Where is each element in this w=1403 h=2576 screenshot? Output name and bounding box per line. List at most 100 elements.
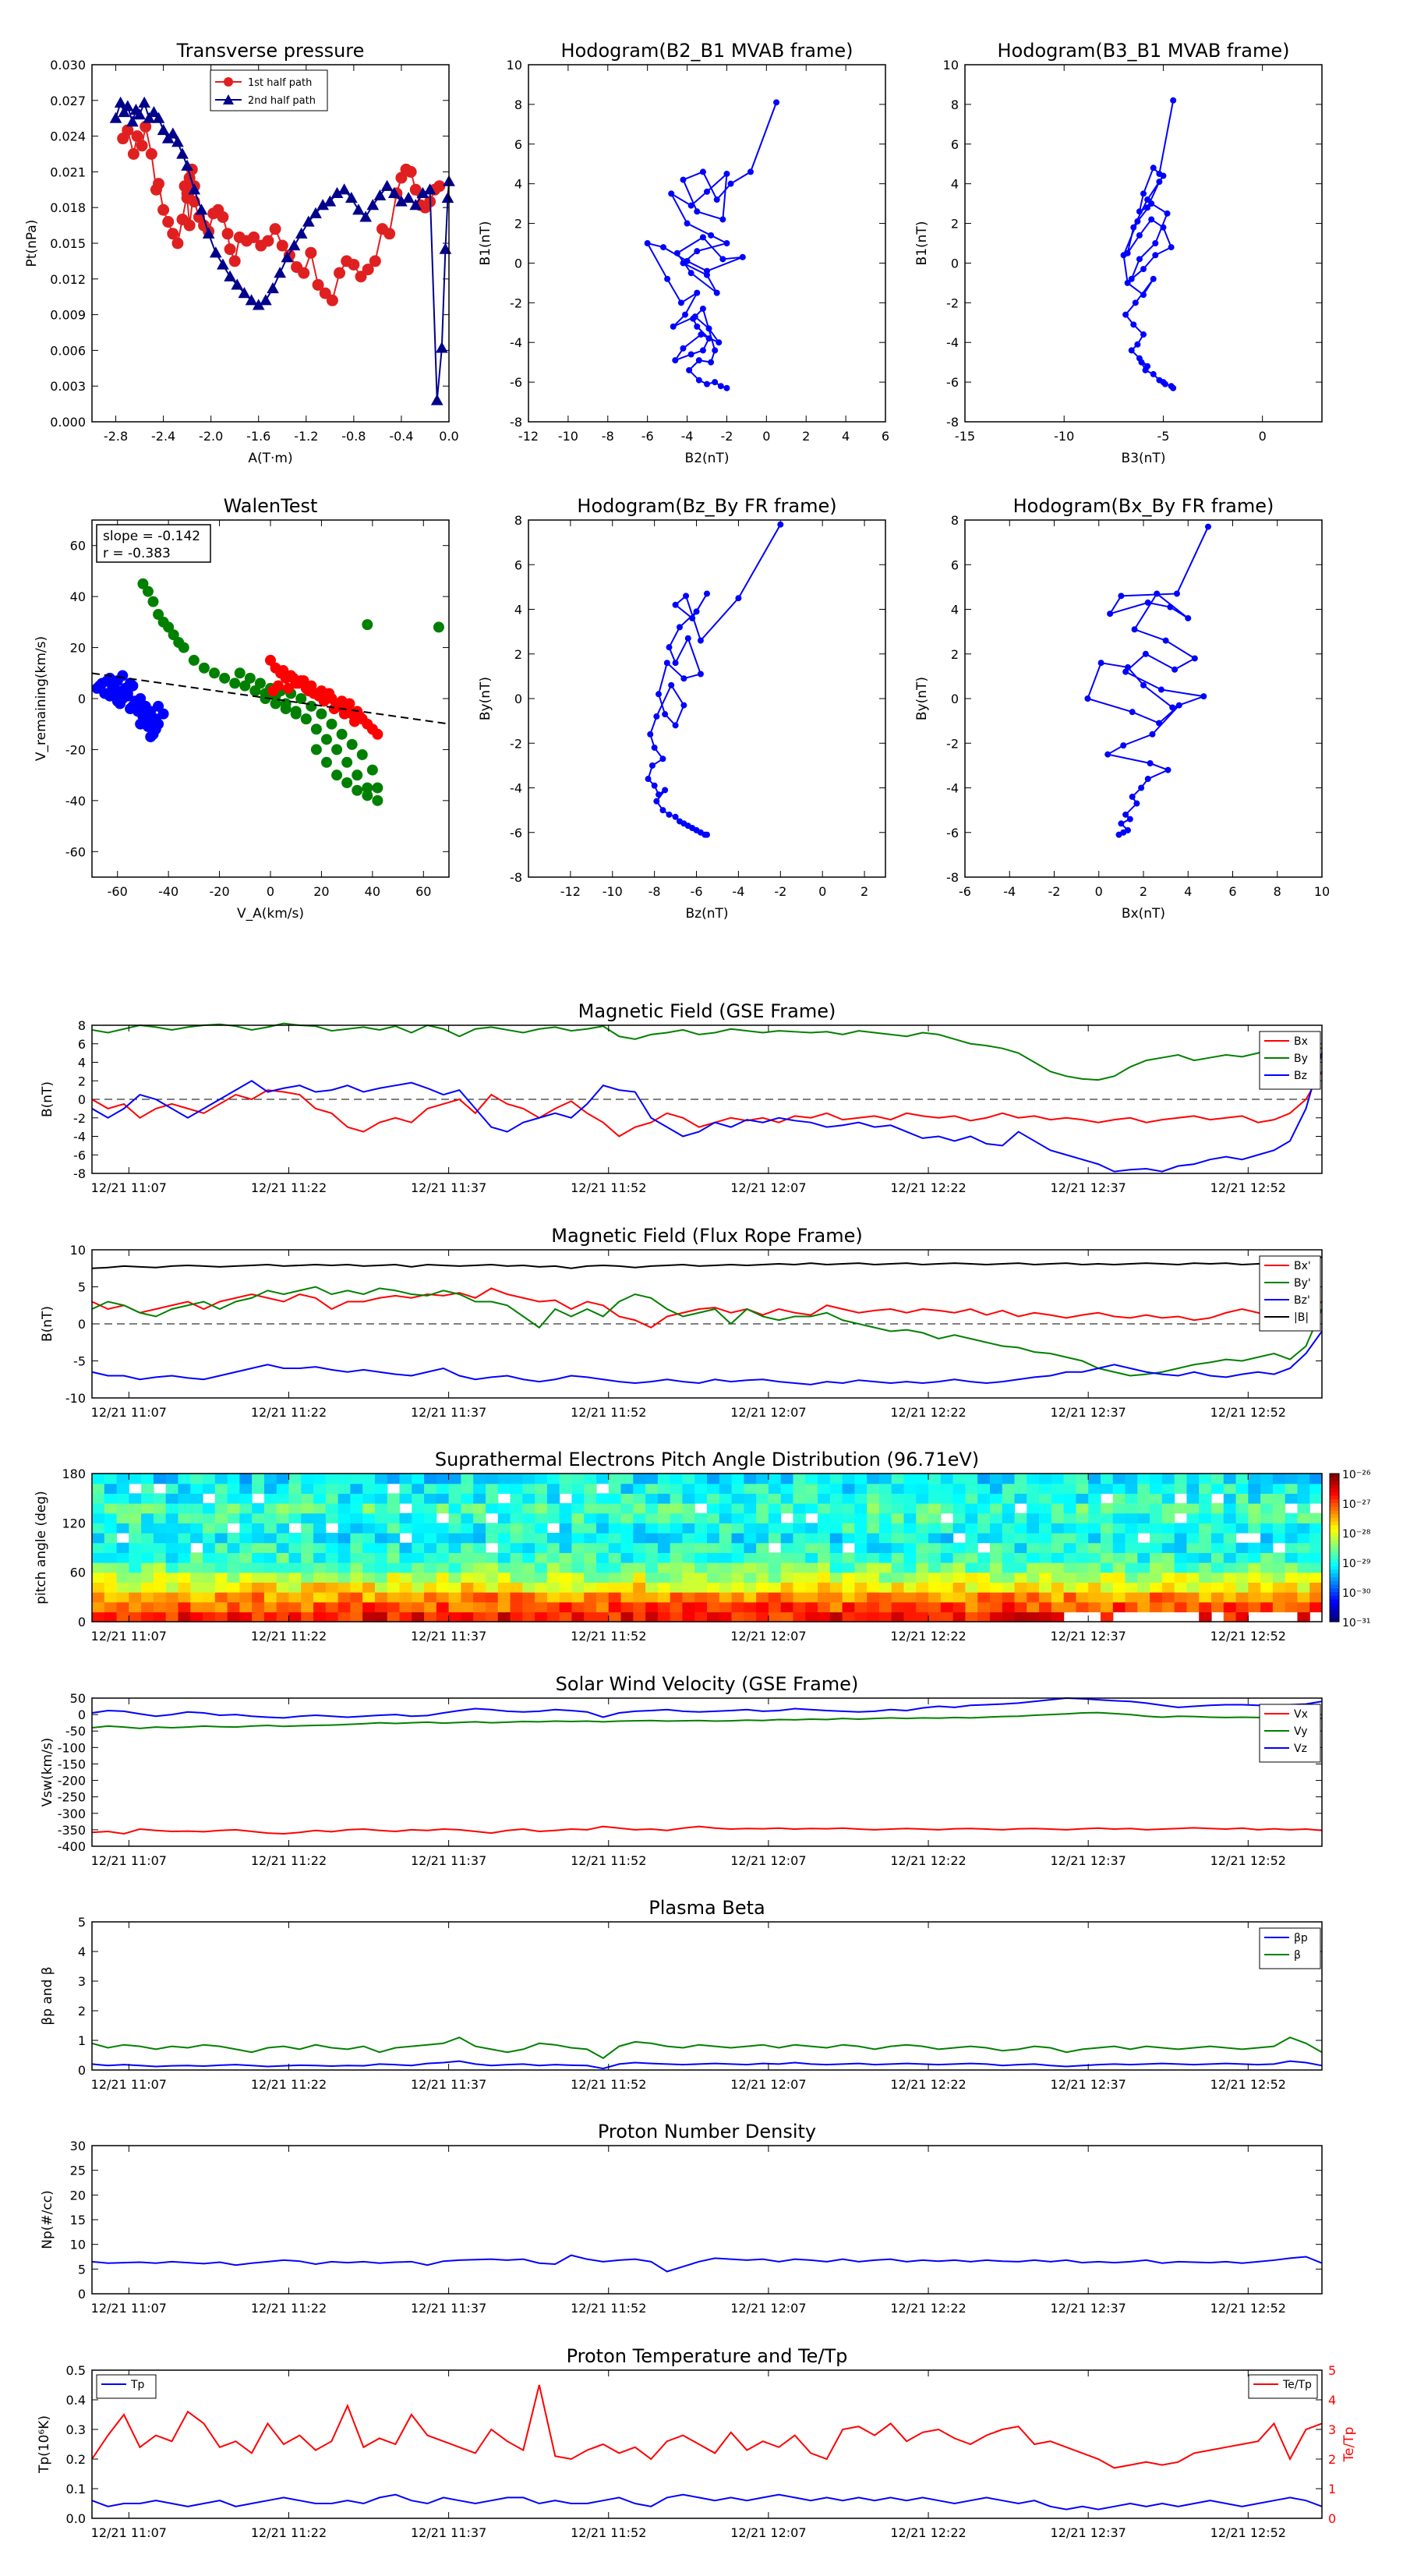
pad-cell bbox=[153, 1493, 167, 1504]
pad-cell bbox=[1235, 1503, 1249, 1514]
pad-cell bbox=[473, 1533, 486, 1544]
walen-point-green bbox=[306, 700, 317, 712]
pad-cell bbox=[694, 1523, 708, 1534]
pad-cell bbox=[1285, 1483, 1299, 1494]
pad-cell bbox=[620, 1552, 634, 1563]
pad-cell bbox=[239, 1552, 253, 1563]
pad-cell bbox=[818, 1552, 831, 1563]
pad-cell bbox=[657, 1503, 671, 1514]
pad-cell bbox=[1248, 1474, 1261, 1484]
bfr-ylabel: B(nT) bbox=[40, 1306, 55, 1342]
pad-cell bbox=[1150, 1572, 1163, 1583]
pad-cell bbox=[337, 1592, 351, 1603]
holo4-point bbox=[1162, 637, 1169, 644]
pad-cell bbox=[756, 1523, 769, 1534]
pad-cell bbox=[620, 1474, 634, 1484]
pad-colorbar-segment bbox=[1330, 1529, 1339, 1534]
pad-cell bbox=[374, 1572, 388, 1583]
pressure-marker-2 bbox=[157, 123, 170, 136]
pad-cell bbox=[1210, 1523, 1225, 1534]
vsw-series-3 bbox=[91, 1697, 1323, 1719]
walen-point-green bbox=[290, 708, 302, 720]
pad-cell bbox=[227, 1572, 240, 1583]
walen-point-green bbox=[188, 654, 200, 666]
pad-cell bbox=[1161, 1533, 1175, 1544]
holo4-point bbox=[1173, 590, 1180, 597]
pad-cell bbox=[522, 1513, 535, 1523]
pad-cell bbox=[805, 1562, 818, 1573]
pad-cell bbox=[805, 1592, 818, 1603]
pad-cell bbox=[546, 1562, 560, 1573]
pad-cell bbox=[313, 1503, 327, 1514]
pad-cell bbox=[1063, 1483, 1076, 1494]
walen-xtick-label: 40 bbox=[365, 884, 380, 899]
pad-cell bbox=[190, 1562, 203, 1573]
holo2-ytick-label: -4 bbox=[946, 335, 959, 350]
pad-cell bbox=[793, 1601, 806, 1612]
pad-cell bbox=[854, 1601, 868, 1612]
pad-cell bbox=[1100, 1552, 1114, 1563]
pad-cell bbox=[313, 1582, 327, 1593]
walen-xtick-label: -40 bbox=[158, 884, 178, 899]
pad-cell bbox=[682, 1612, 695, 1622]
pad-cell bbox=[805, 1552, 818, 1563]
pad-cell bbox=[276, 1542, 290, 1553]
pad-colorbar-segment bbox=[1330, 1536, 1339, 1541]
holo1-point bbox=[677, 299, 684, 306]
pad-cell bbox=[1235, 1601, 1249, 1612]
pad-cell bbox=[153, 1601, 167, 1612]
pad-cell bbox=[916, 1612, 929, 1622]
pad-cell bbox=[252, 1503, 265, 1514]
pad-cell bbox=[473, 1523, 486, 1534]
pad-cell bbox=[214, 1474, 228, 1484]
walen-point-green bbox=[295, 693, 307, 704]
pad-cell bbox=[165, 1601, 179, 1612]
holo3-point bbox=[666, 811, 673, 818]
pad-cell bbox=[867, 1562, 880, 1573]
pad-cell bbox=[1285, 1601, 1299, 1612]
pad-cell bbox=[928, 1572, 942, 1583]
holo1-point bbox=[664, 275, 671, 282]
pad-cell bbox=[337, 1523, 351, 1534]
pad-cell bbox=[350, 1542, 363, 1553]
pad-cell bbox=[362, 1523, 376, 1534]
walen-point-blue bbox=[94, 680, 105, 692]
pad-cell bbox=[362, 1572, 376, 1583]
pad-cell bbox=[1014, 1562, 1027, 1573]
pad-cell bbox=[1260, 1562, 1274, 1573]
pad-cell bbox=[473, 1483, 486, 1494]
pad-cell bbox=[1039, 1582, 1052, 1593]
pad-cell bbox=[1002, 1533, 1016, 1544]
pad-cell bbox=[1002, 1562, 1016, 1573]
pressure-marker-1 bbox=[157, 203, 170, 216]
pad-cell bbox=[645, 1513, 659, 1523]
pad-cell bbox=[1260, 1493, 1274, 1504]
holo1-point bbox=[699, 234, 706, 241]
pad-cell bbox=[928, 1513, 942, 1523]
holo1-point bbox=[695, 377, 702, 384]
pad-cell bbox=[190, 1572, 203, 1583]
tp-xtick-label: 12/21 11:52 bbox=[571, 2525, 646, 2540]
pad-cell bbox=[227, 1562, 240, 1573]
pad-cell bbox=[337, 1533, 351, 1544]
pressure-marker-2 bbox=[267, 281, 279, 294]
pad-cell bbox=[399, 1552, 412, 1563]
holo1-point bbox=[712, 379, 719, 386]
pressure-marker-1 bbox=[348, 258, 360, 271]
pad-cell bbox=[670, 1601, 684, 1612]
pad-cell bbox=[214, 1533, 228, 1544]
pad-cell bbox=[793, 1483, 806, 1494]
pad-cell bbox=[165, 1562, 179, 1573]
pad-cell bbox=[928, 1612, 942, 1622]
pad-cell bbox=[989, 1612, 1003, 1622]
pad-cell bbox=[288, 1474, 302, 1484]
holo1-xlabel: B2(nT) bbox=[685, 451, 730, 466]
pad-cell bbox=[239, 1572, 253, 1583]
holo3-point bbox=[662, 711, 669, 718]
np-ytick-label: 10 bbox=[70, 2238, 86, 2252]
pressure-marker-2 bbox=[231, 278, 244, 290]
pad-cell bbox=[473, 1612, 486, 1622]
bfr-xtick-label: 12/21 12:37 bbox=[1051, 1405, 1126, 1420]
pad-cell bbox=[1150, 1483, 1163, 1494]
holo1-point bbox=[687, 270, 694, 277]
